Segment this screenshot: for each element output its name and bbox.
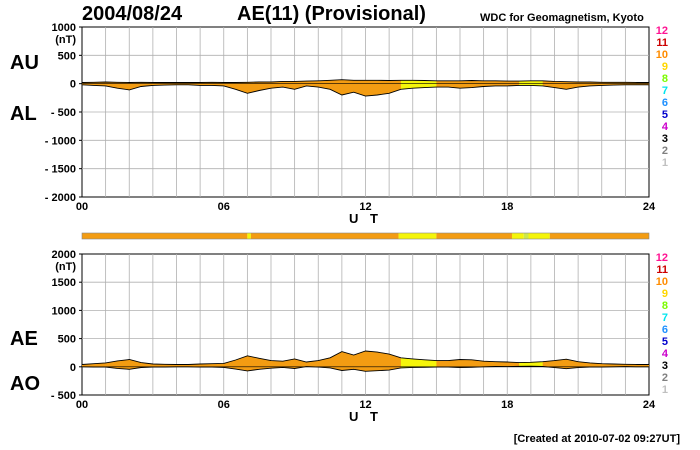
units-label: (nT) bbox=[55, 34, 76, 46]
y-tick-label: 1000 bbox=[52, 305, 76, 317]
y-tick-label: - 1000 bbox=[45, 135, 76, 147]
x-tick-label: 00 bbox=[76, 201, 88, 213]
activity-segment bbox=[398, 233, 437, 239]
units-label: (nT) bbox=[55, 261, 76, 273]
panel-au-al: 1000 500 0 - 500 - 1000 - 1500 - 2000 (nT) 00 06 1… bbox=[45, 22, 669, 226]
activity-segment bbox=[528, 233, 550, 239]
legend-level: 11 bbox=[656, 37, 668, 49]
legend-level: 1 bbox=[662, 157, 668, 169]
x-tick-label: 00 bbox=[76, 399, 88, 411]
legend-level: 7 bbox=[662, 85, 668, 97]
x-tick-label: 24 bbox=[643, 201, 656, 213]
x-tick-label: 12 bbox=[359, 201, 371, 213]
x-axis-label: U T bbox=[349, 211, 382, 226]
y-tick-label: 0 bbox=[70, 79, 76, 91]
x-tick-label: 06 bbox=[218, 399, 230, 411]
legend-level: 2 bbox=[662, 372, 668, 384]
legend-level: 3 bbox=[662, 133, 668, 145]
y-tick-label: - 1500 bbox=[45, 164, 76, 176]
activity-segment bbox=[436, 233, 512, 239]
legend-level: 8 bbox=[662, 73, 668, 85]
created-stamp: [Created at 2010-07-02 09:27UT] bbox=[513, 433, 680, 445]
y-tick-label: - 500 bbox=[51, 390, 76, 402]
x-tick-label: 06 bbox=[218, 201, 230, 213]
activity-segment bbox=[549, 233, 649, 239]
legend-level: 10 bbox=[656, 49, 668, 61]
data-source: WDC for Geomagnetism, Kyoto bbox=[480, 12, 644, 24]
y-tick-label: 2000 bbox=[52, 249, 76, 261]
activity-segment bbox=[511, 233, 524, 239]
x-tick-label: 18 bbox=[501, 201, 513, 213]
y-tick-label: 500 bbox=[58, 50, 76, 62]
series-line-ae bbox=[81, 350, 649, 365]
chart-title: AE(11) (Provisional) bbox=[237, 3, 426, 25]
legend-level: 8 bbox=[662, 300, 668, 312]
legend-level: 11 bbox=[656, 264, 668, 276]
series-line-al bbox=[81, 84, 649, 97]
activity-segment bbox=[247, 233, 251, 239]
y-tick-label: 500 bbox=[58, 334, 76, 346]
y-tick-label: - 500 bbox=[51, 107, 76, 119]
activity-segment bbox=[250, 233, 399, 239]
legend-level: 1 bbox=[662, 384, 668, 396]
y-tick-label: 0 bbox=[70, 362, 76, 374]
legend-level: 4 bbox=[662, 348, 669, 360]
legend-level: 6 bbox=[662, 97, 668, 109]
y-tick-label: 1500 bbox=[52, 277, 76, 289]
chart-date: 2004/08/24 bbox=[82, 3, 183, 25]
series-line-au bbox=[81, 79, 649, 83]
legend-level: 9 bbox=[662, 288, 668, 300]
legend-level: 9 bbox=[662, 61, 668, 73]
legend-level: 10 bbox=[656, 276, 668, 288]
legend-level: 3 bbox=[662, 360, 668, 372]
legend-level: 12 bbox=[656, 252, 668, 264]
ae-label: AE bbox=[10, 328, 38, 350]
legend-level: 4 bbox=[662, 121, 669, 133]
legend-level: 12 bbox=[656, 25, 668, 37]
legend-level: 5 bbox=[662, 109, 668, 121]
activity-bar-frame bbox=[81, 232, 650, 240]
activity-segment bbox=[523, 233, 529, 239]
activity-segment bbox=[82, 233, 248, 239]
y-tick-label: - 2000 bbox=[45, 192, 76, 204]
ao-label: AO bbox=[10, 373, 40, 395]
quiet-band bbox=[519, 80, 543, 86]
x-tick-label: 24 bbox=[643, 399, 656, 411]
x-tick-label: 18 bbox=[501, 399, 513, 411]
legend-level: 5 bbox=[662, 336, 668, 348]
legend-level: 2 bbox=[662, 145, 668, 157]
x-tick-label: 12 bbox=[359, 399, 371, 411]
activity-bar bbox=[81, 232, 650, 240]
legend-level: 6 bbox=[662, 324, 668, 336]
legend-level: 7 bbox=[662, 312, 668, 324]
au-label: AU bbox=[10, 52, 39, 74]
al-label: AL bbox=[10, 103, 37, 125]
x-axis-label: U T bbox=[349, 409, 382, 424]
y-tick-label: 1000 bbox=[52, 22, 76, 34]
